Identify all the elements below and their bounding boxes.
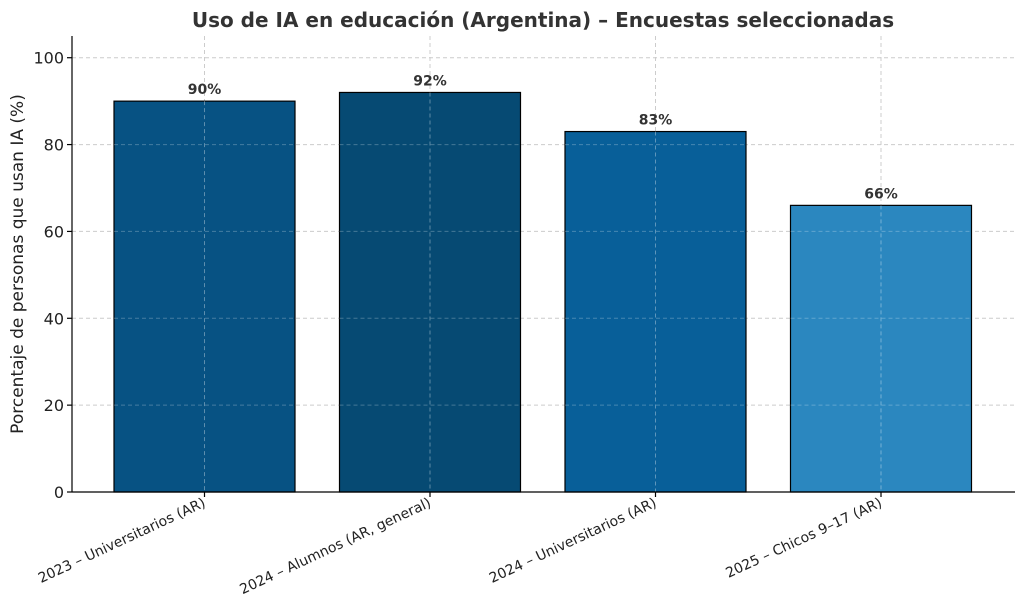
- x-tick-label: 2025 – Chicos 9–17 (AR): [723, 495, 884, 582]
- bar: [113, 100, 296, 493]
- bars: [113, 91, 973, 493]
- chart-title: Uso de IA en educación (Argentina) – Enc…: [192, 8, 894, 32]
- x-tick-label: 2024 – Universitarios (AR): [487, 495, 659, 587]
- bar: [338, 91, 522, 493]
- data-label: 90%: [188, 82, 222, 98]
- y-tick-label: 40: [44, 309, 64, 328]
- x-tick-label: 2023 – Universitarios (AR): [36, 495, 208, 587]
- y-tick-label: 100: [33, 49, 64, 68]
- x-tick-label: 2024 – Alumnos (AR, general): [237, 495, 433, 598]
- data-label: 83%: [639, 113, 673, 129]
- axes: [67, 36, 1015, 497]
- data-labels: 90% 92% 83% 66%: [188, 73, 898, 202]
- y-tick-label: 80: [44, 136, 64, 155]
- y-tick-label: 0: [54, 483, 64, 502]
- y-tick-label: 20: [44, 396, 64, 415]
- y-axis-label: Porcentaje de personas que usan IA (%): [8, 94, 28, 434]
- bar: [789, 204, 973, 493]
- bar: [564, 130, 747, 493]
- y-tick-label: 60: [44, 222, 64, 241]
- x-tick-labels: 2023 – Universitarios (AR) 2024 – Alumnos…: [36, 495, 885, 598]
- y-tick-labels: 0 20 40 60 80 100: [33, 49, 64, 502]
- data-label: 92%: [413, 73, 447, 89]
- data-label: 66%: [864, 186, 898, 202]
